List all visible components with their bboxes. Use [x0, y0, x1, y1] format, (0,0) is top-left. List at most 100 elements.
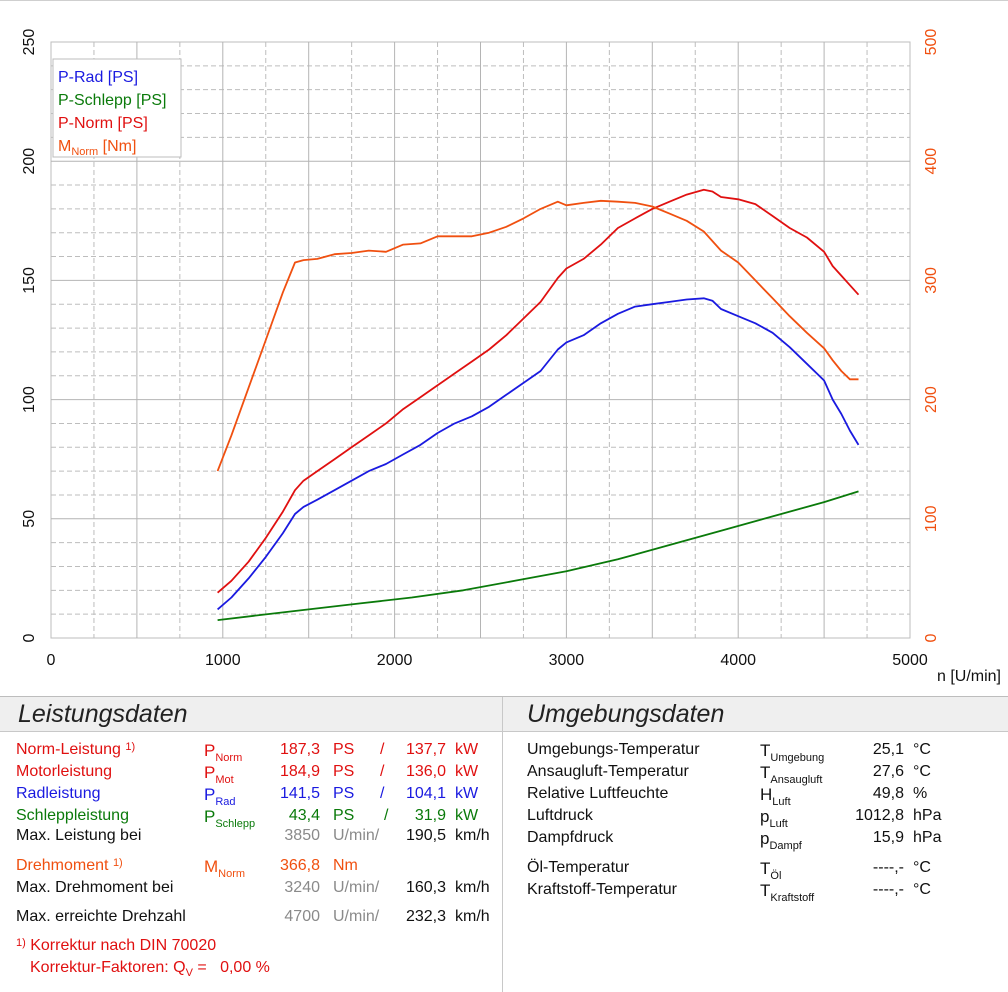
max-leistung-rpm: 3850 — [284, 827, 320, 844]
series-line-norm — [217, 188, 860, 594]
x-tick-label: 0 — [47, 652, 56, 669]
schleppleistung-kw-unit: kW — [455, 807, 479, 824]
norm-leistung-kw-unit: kW — [455, 741, 479, 758]
umgebung-row-symbol: pLuft — [760, 807, 788, 830]
max-leistung-rpm-unit: U/min/ — [333, 827, 380, 844]
x-tick-label: 1000 — [205, 652, 241, 669]
footnote-line2: Korrektur-Faktoren: QV = 0,00 % — [30, 959, 270, 980]
series-line-rad — [217, 297, 860, 611]
y-right-tick-label: 100 — [923, 505, 940, 532]
y-left-tick-label: 50 — [21, 510, 38, 528]
umgebung-row-unit: °C — [913, 763, 931, 780]
max-drehzahl-label: Max. erreichte Drehzahl — [16, 908, 186, 925]
y-right-tick-label: 500 — [923, 29, 940, 56]
x-tick-label: 2000 — [377, 652, 413, 669]
umgebung-row-label: Luftdruck — [527, 807, 593, 824]
max-drehzahl-speed: 232,3 — [405, 908, 446, 925]
umgebung-row-value: 1012,8 — [855, 807, 904, 824]
umgebung-row-value: ----,- — [872, 859, 904, 876]
umgebung-row-label: Dampfdruck — [527, 829, 614, 846]
max-leistung-label: Max. Leistung bei — [16, 827, 142, 844]
umgebung-row-value: 27,6 — [872, 763, 904, 780]
max-drehmoment-label: Max. Drehmoment bei — [16, 879, 174, 896]
motorleistung-ps-unit: PS — [333, 763, 355, 780]
panel-header-band — [0, 697, 1008, 731]
radleistung-label: Radleistung — [16, 785, 101, 802]
radleistung-symbol: PRad — [204, 785, 236, 808]
legend-entry-schlepp: P-Schlepp [PS] — [58, 92, 167, 109]
x-tick-label: 3000 — [549, 652, 585, 669]
umgebung-row-symbol: pDampf — [760, 829, 802, 852]
legend-entry-norm: P-Norm [PS] — [58, 115, 148, 132]
leistungsdaten-title: Leistungsdaten — [18, 700, 188, 728]
panel-top-border — [0, 696, 1008, 697]
umgebung-row-unit: °C — [913, 859, 931, 876]
top-border — [0, 0, 1008, 1]
chart-grid — [50, 41, 911, 639]
max-leistung-speed: 190,5 — [405, 827, 446, 844]
schleppleistung-slash: / — [384, 807, 389, 824]
legend-entry-moment: MNorm [Nm] — [58, 138, 136, 158]
umgebungsdaten-title: Umgebungsdaten — [527, 700, 725, 728]
legend-box — [52, 58, 182, 158]
umgebung-row-symbol: TÖl — [760, 859, 782, 882]
norm-leistung-slash: / — [380, 741, 385, 758]
umgebung-row-value: 49,8 — [872, 785, 904, 802]
schleppleistung-symbol: PSchlepp — [204, 807, 256, 830]
umgebung-row-value: 15,9 — [872, 829, 904, 846]
umgebung-row-label: Umgebungs-Temperatur — [527, 741, 700, 758]
radleistung-kw: 104,1 — [405, 785, 446, 802]
umgebung-row-symbol: TKraftstoff — [760, 881, 815, 904]
norm-leistung-kw: 137,7 — [405, 741, 446, 758]
umgebung-row-label: Öl-Temperatur — [527, 859, 630, 876]
motorleistung-label: Motorleistung — [16, 763, 113, 780]
y-right-tick-label: 300 — [923, 267, 940, 294]
radleistung-slash: / — [380, 785, 385, 802]
drehmoment-value: 366,8 — [279, 857, 320, 874]
schleppleistung-label: Schleppleistung — [16, 807, 129, 824]
drehmoment-symbol: MNorm — [204, 857, 246, 880]
series-line-moment — [216, 199, 859, 472]
norm-leistung-symbol: PNorm — [204, 741, 243, 764]
y-left-tick-label: 150 — [21, 267, 38, 294]
x-tick-label: 5000 — [892, 652, 928, 669]
drehmoment-label: Drehmoment 1) — [16, 857, 123, 874]
y-right-tick-label: 200 — [923, 386, 940, 413]
chart-legend: P-Rad [PS] P-Schlepp [PS] P-Norm [PS] MNorm… — [52, 58, 182, 158]
radleistung-ps-unit: PS — [333, 785, 355, 802]
umgebung-row-label: Ansaugluft-Temperatur — [527, 763, 689, 780]
max-drehzahl-speed-unit: km/h — [455, 908, 490, 925]
schleppleistung-ps: 43,4 — [288, 807, 320, 824]
x-axis-label: n [U/min] — [937, 668, 1001, 685]
umgebung-row-symbol: TAnsaugluft — [760, 763, 823, 786]
max-drehzahl-rpm-unit: U/min/ — [333, 908, 380, 925]
max-drehmoment-speed-unit: km/h — [455, 879, 490, 896]
y-left-tick-label: 0 — [21, 633, 38, 642]
umgebung-row-value: ----,- — [872, 881, 904, 898]
umgebung-row-unit: % — [913, 785, 928, 802]
legend-entry-rad: P-Rad [PS] — [58, 69, 138, 86]
x-tick-label: 4000 — [720, 652, 756, 669]
panel-header-border — [0, 731, 1008, 732]
umgebung-row-unit: hPa — [913, 829, 942, 846]
umgebung-row-unit: °C — [913, 881, 931, 898]
umgebung-row-label: Kraftstoff-Temperatur — [527, 881, 677, 898]
y-right-tick-label: 400 — [923, 148, 940, 175]
drehmoment-unit: Nm — [333, 857, 358, 874]
y-left-tick-label: 200 — [21, 148, 38, 175]
norm-leistung-ps: 187,3 — [279, 741, 320, 758]
max-drehmoment-rpm-unit: U/min/ — [333, 879, 380, 896]
y-right-tick-label: 0 — [923, 633, 940, 642]
umgebung-row-symbol: HLuft — [760, 785, 791, 808]
motorleistung-ps: 184,9 — [279, 763, 320, 780]
max-drehzahl-rpm: 4700 — [284, 908, 320, 925]
motorleistung-kw-unit: kW — [455, 763, 479, 780]
radleistung-kw-unit: kW — [455, 785, 479, 802]
umgebung-row-label: Relative Luftfeuchte — [527, 785, 669, 802]
umgebung-row-value: 25,1 — [872, 741, 904, 758]
series-line-schlepp — [217, 490, 859, 621]
y-left-tick-label: 100 — [21, 386, 38, 413]
footnote-line1: 1) Korrektur nach DIN 70020 — [16, 937, 217, 954]
